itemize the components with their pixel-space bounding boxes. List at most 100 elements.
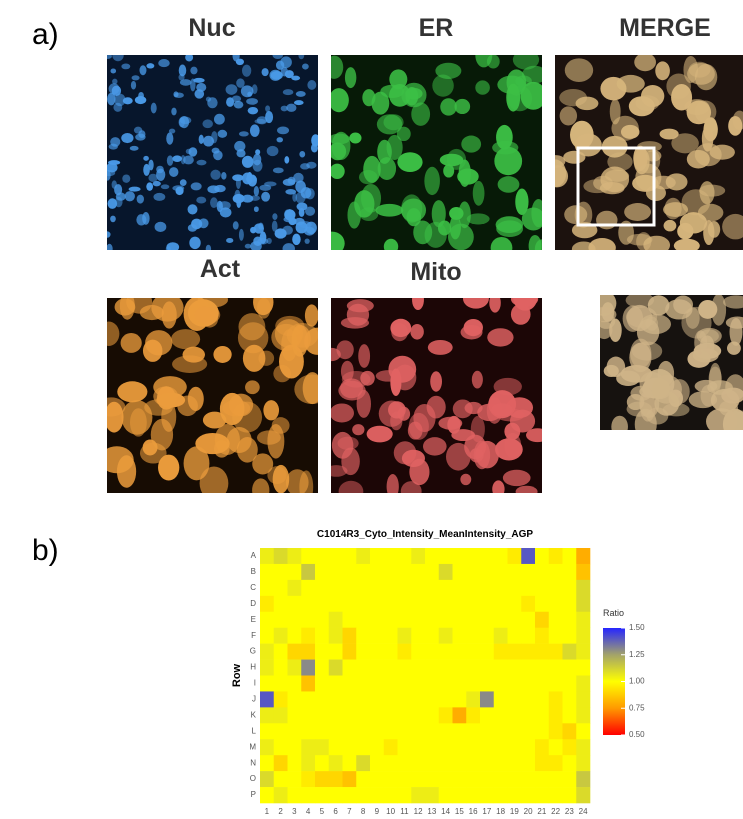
cell [274, 596, 288, 612]
image-title: Act [200, 255, 241, 283]
cell [103, 231, 110, 237]
cell [296, 91, 306, 97]
cell [487, 54, 500, 68]
cell [466, 691, 480, 707]
cell [343, 771, 357, 787]
cell [494, 676, 508, 692]
cell [370, 660, 384, 676]
cell [411, 755, 425, 771]
cell [254, 186, 259, 196]
cell [453, 612, 467, 628]
cell [398, 691, 412, 707]
cell [234, 101, 244, 109]
image-title: MERGE [619, 14, 711, 42]
cell [475, 80, 490, 94]
cell [292, 193, 297, 202]
cell [352, 424, 364, 435]
cell [315, 612, 329, 628]
cell [370, 707, 384, 723]
cell [356, 644, 370, 660]
cell [508, 612, 522, 628]
cell [384, 596, 398, 612]
cell [210, 197, 218, 208]
cell [701, 385, 716, 407]
cell [288, 548, 302, 564]
cell [698, 300, 717, 319]
cell [576, 97, 599, 111]
cell [398, 548, 412, 564]
cell [329, 771, 343, 787]
cell [563, 644, 577, 660]
cell [222, 400, 250, 417]
cell [194, 89, 204, 98]
cell [596, 211, 617, 230]
cell [336, 340, 353, 359]
cell [480, 707, 494, 723]
cell [292, 234, 300, 245]
cell [277, 126, 289, 134]
cell [260, 723, 274, 739]
cell [370, 548, 384, 564]
cell [466, 707, 480, 723]
cell [521, 771, 535, 787]
cell [610, 99, 621, 125]
cell [398, 628, 412, 644]
cell [252, 478, 269, 502]
cell [563, 691, 577, 707]
cell [356, 548, 370, 564]
cell [384, 691, 398, 707]
cell [293, 173, 303, 183]
cell [521, 580, 535, 596]
cell [273, 365, 291, 382]
cell [439, 644, 453, 660]
cell [491, 403, 513, 416]
cell [161, 402, 176, 432]
cell [394, 441, 417, 464]
cell [439, 596, 453, 612]
cell [460, 474, 471, 485]
cell [508, 596, 522, 612]
cell [125, 191, 135, 201]
cell [140, 443, 167, 464]
cell [146, 182, 153, 190]
cell [273, 167, 284, 173]
cell [466, 548, 480, 564]
cell [329, 723, 343, 739]
cell [112, 86, 121, 96]
cell [260, 755, 274, 771]
cell [576, 787, 590, 803]
cell [480, 739, 494, 755]
cell [288, 771, 302, 787]
cell [453, 660, 467, 676]
cell [274, 644, 288, 660]
cell [439, 564, 453, 580]
cell [288, 612, 302, 628]
cell [643, 236, 670, 255]
cell [398, 707, 412, 723]
cell [167, 155, 173, 166]
cell [508, 564, 522, 580]
cell [260, 231, 267, 243]
cell [411, 691, 425, 707]
cell [384, 580, 398, 596]
cell [356, 660, 370, 676]
cell [398, 739, 412, 755]
cell [260, 707, 274, 723]
colorbar-tick-label: 1.00 [629, 677, 645, 686]
cell [439, 676, 453, 692]
cell [549, 787, 563, 803]
cell [439, 787, 453, 803]
x-tick-label: 2 [278, 807, 283, 816]
cell [503, 470, 531, 486]
x-tick-label: 14 [441, 807, 450, 816]
cell [343, 755, 357, 771]
cell [148, 174, 157, 182]
cell [425, 548, 439, 564]
cell [480, 644, 494, 660]
cell [329, 691, 343, 707]
cell [384, 707, 398, 723]
cell [398, 787, 412, 803]
cell [535, 739, 549, 755]
cell [370, 676, 384, 692]
y-tick-label: K [251, 710, 257, 719]
